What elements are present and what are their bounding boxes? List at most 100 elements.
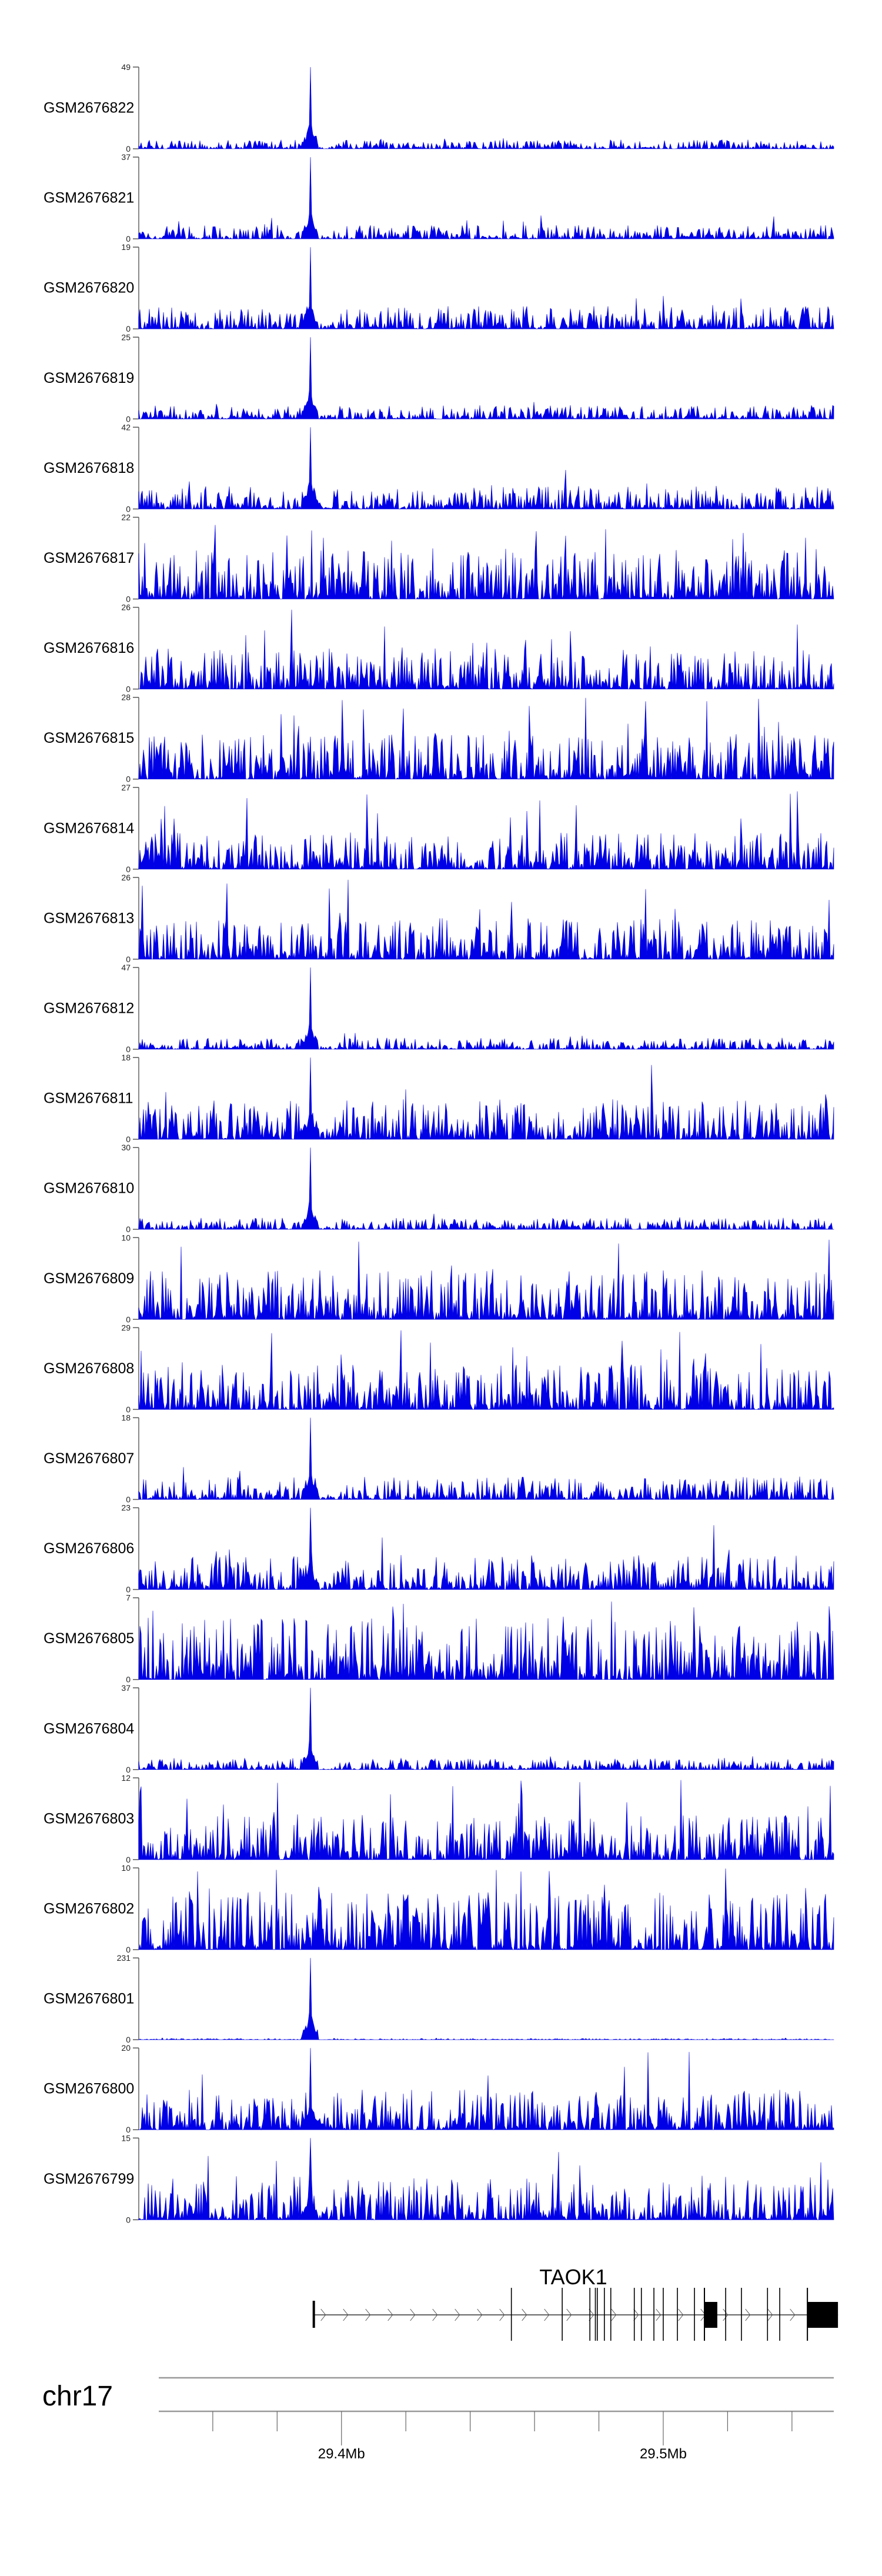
y-max-label: 30 <box>121 1143 131 1152</box>
strand-arrow-icon <box>566 2308 572 2321</box>
y-min-label: 0 <box>126 2215 131 2224</box>
coverage-signal <box>138 525 834 600</box>
gene-exon-block <box>807 2302 838 2328</box>
track-GSM2676820: GSM2676820 19 0 <box>44 242 834 333</box>
coverage-signal <box>138 66 834 149</box>
strand-arrow-icon <box>522 2308 527 2321</box>
y-max-label: 37 <box>121 1683 131 1693</box>
track-GSM2676822: GSM2676822 49 0 <box>44 62 834 154</box>
track-GSM2676810: GSM2676810 30 0 <box>44 1143 834 1234</box>
strand-arrow-icon <box>320 2308 326 2321</box>
coverage-signal <box>138 1057 834 1140</box>
strand-arrow-icon <box>678 2308 684 2321</box>
strand-arrow-icon <box>723 2308 729 2321</box>
coverage-signal <box>138 1687 834 1770</box>
y-max-label: 7 <box>126 1593 131 1603</box>
track-label: GSM2676802 <box>44 1901 134 1917</box>
track-label: GSM2676813 <box>44 910 134 926</box>
track-GSM2676817: GSM2676817 22 0 <box>44 513 834 604</box>
strand-arrow-icon <box>745 2308 751 2321</box>
track-label: GSM2676820 <box>44 280 134 296</box>
y-max-label: 15 <box>121 2133 131 2143</box>
y-min-label: 0 <box>126 775 131 784</box>
track-label: GSM2676799 <box>44 2171 134 2187</box>
strand-arrow-icon <box>611 2308 617 2321</box>
coverage-signal <box>138 698 834 780</box>
track-label: GSM2676811 <box>44 1090 133 1107</box>
track-GSM2676809: GSM2676809 10 0 <box>44 1233 834 1324</box>
track-label: GSM2676814 <box>44 820 134 836</box>
coverage-signal <box>138 427 834 510</box>
track-GSM2676806: GSM2676806 23 0 <box>44 1503 834 1594</box>
strand-arrow-icon <box>633 2308 639 2321</box>
strand-arrow-icon <box>365 2308 371 2321</box>
y-min-label: 0 <box>126 414 131 423</box>
track-GSM2676819: GSM2676819 25 0 <box>44 332 834 423</box>
track-label: GSM2676812 <box>44 1000 134 1017</box>
y-max-label: 37 <box>121 152 131 162</box>
strand-arrow-icon <box>767 2308 773 2321</box>
strand-arrow-icon <box>544 2308 550 2321</box>
track-GSM2676807: GSM2676807 18 0 <box>44 1413 834 1504</box>
strand-arrow-icon <box>499 2308 505 2321</box>
strand-arrow-icon <box>790 2308 796 2321</box>
y-max-label: 22 <box>121 513 131 522</box>
strand-arrow-icon <box>656 2308 662 2321</box>
y-min-label: 0 <box>126 1045 131 1054</box>
track-label: GSM2676809 <box>44 1270 134 1287</box>
coverage-signal <box>138 247 834 330</box>
track-GSM2676802: GSM2676802 10 0 <box>44 1863 834 1954</box>
y-max-label: 47 <box>121 963 131 972</box>
gene-exon-block <box>704 2302 717 2328</box>
y-min-label: 0 <box>126 1585 131 1594</box>
coverage-signal <box>138 337 834 420</box>
y-max-label: 27 <box>121 783 131 792</box>
track-label: GSM2676805 <box>44 1630 134 1647</box>
track-label: GSM2676821 <box>44 190 134 206</box>
track-GSM2676818: GSM2676818 42 0 <box>44 422 834 513</box>
track-GSM2676814: GSM2676814 27 0 <box>44 783 834 874</box>
coverage-signal <box>138 609 834 690</box>
y-min-label: 0 <box>126 1945 131 1954</box>
y-max-label: 26 <box>121 603 131 612</box>
track-label: GSM2676806 <box>44 1540 134 1557</box>
y-min-label: 0 <box>126 1404 131 1414</box>
coverage-signal <box>138 2048 834 2131</box>
y-max-label: 25 <box>121 332 131 342</box>
y-max-label: 26 <box>121 873 131 882</box>
track-label: GSM2676818 <box>44 460 134 476</box>
y-min-label: 0 <box>126 2035 131 2044</box>
strand-arrow-icon <box>387 2308 393 2321</box>
track-GSM2676803: GSM2676803 12 0 <box>44 1773 834 1864</box>
y-min-label: 0 <box>126 1855 131 1864</box>
track-label: GSM2676810 <box>44 1180 134 1197</box>
y-min-label: 0 <box>126 685 131 694</box>
strand-arrow-icon <box>432 2308 438 2321</box>
coverage-signal <box>138 1507 834 1590</box>
y-max-label: 29 <box>121 1323 131 1332</box>
y-min-label: 0 <box>126 2125 131 2134</box>
coverage-signal <box>138 1239 834 1320</box>
track-GSM2676821: GSM2676821 37 0 <box>44 152 834 243</box>
track-label: GSM2676803 <box>44 1810 134 1827</box>
y-max-label: 231 <box>117 1953 131 1963</box>
coverage-signal <box>138 2138 834 2221</box>
gene-name-label: TAOK1 <box>539 2265 607 2289</box>
y-min-label: 0 <box>126 955 131 964</box>
track-GSM2676804: GSM2676804 37 0 <box>44 1683 834 1774</box>
y-max-label: 42 <box>121 422 131 432</box>
coverage-signal <box>138 1417 834 1500</box>
y-max-label: 18 <box>121 1413 131 1423</box>
coverage-signal <box>138 1868 834 1951</box>
coverage-signal <box>138 967 834 1050</box>
coverage-signal <box>138 1780 834 1861</box>
y-min-label: 0 <box>126 1224 131 1234</box>
y-min-label: 0 <box>126 504 131 513</box>
track-label: GSM2676808 <box>44 1360 134 1377</box>
y-max-label: 10 <box>121 1863 131 1873</box>
track-GSM2676812: GSM2676812 47 0 <box>44 963 834 1054</box>
track-GSM2676808: GSM2676808 29 0 <box>44 1323 834 1414</box>
y-max-label: 19 <box>121 242 131 252</box>
track-label: GSM2676816 <box>44 640 134 656</box>
